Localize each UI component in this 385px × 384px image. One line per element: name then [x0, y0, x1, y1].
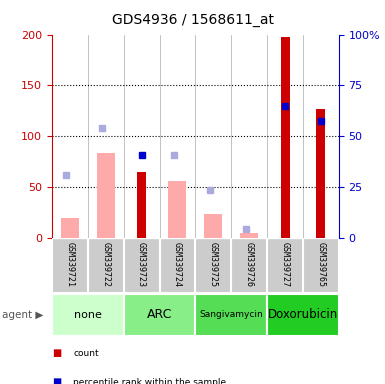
Text: GSM339723: GSM339723 [137, 242, 146, 287]
Bar [195, 294, 267, 336]
Text: GSM339726: GSM339726 [244, 242, 254, 287]
Text: ■: ■ [52, 377, 61, 384]
Text: percentile rank within the sample: percentile rank within the sample [73, 377, 226, 384]
Bar [137, 172, 146, 238]
Text: GSM339765: GSM339765 [316, 242, 325, 287]
Text: GSM339722: GSM339722 [101, 242, 110, 287]
Text: GSM339727: GSM339727 [281, 242, 290, 287]
Bar [281, 36, 290, 238]
Bar [316, 109, 325, 238]
Bar [97, 152, 115, 238]
Text: Doxorubicin: Doxorubicin [268, 308, 338, 321]
Text: agent ▶: agent ▶ [2, 310, 43, 320]
Text: ■: ■ [52, 348, 61, 358]
Text: count: count [73, 349, 99, 358]
Text: Sangivamycin: Sangivamycin [199, 310, 263, 319]
Bar [124, 294, 195, 336]
Text: GSM339724: GSM339724 [173, 242, 182, 287]
Bar [204, 214, 222, 238]
Bar [52, 294, 124, 336]
Text: none: none [74, 310, 102, 320]
Text: GDS4936 / 1568611_at: GDS4936 / 1568611_at [112, 13, 273, 27]
Bar [61, 218, 79, 238]
Text: GSM339725: GSM339725 [209, 242, 218, 287]
Text: ARC: ARC [147, 308, 172, 321]
Bar [169, 181, 186, 238]
Text: GSM339721: GSM339721 [65, 242, 74, 287]
Bar [240, 233, 258, 238]
Bar [267, 294, 339, 336]
